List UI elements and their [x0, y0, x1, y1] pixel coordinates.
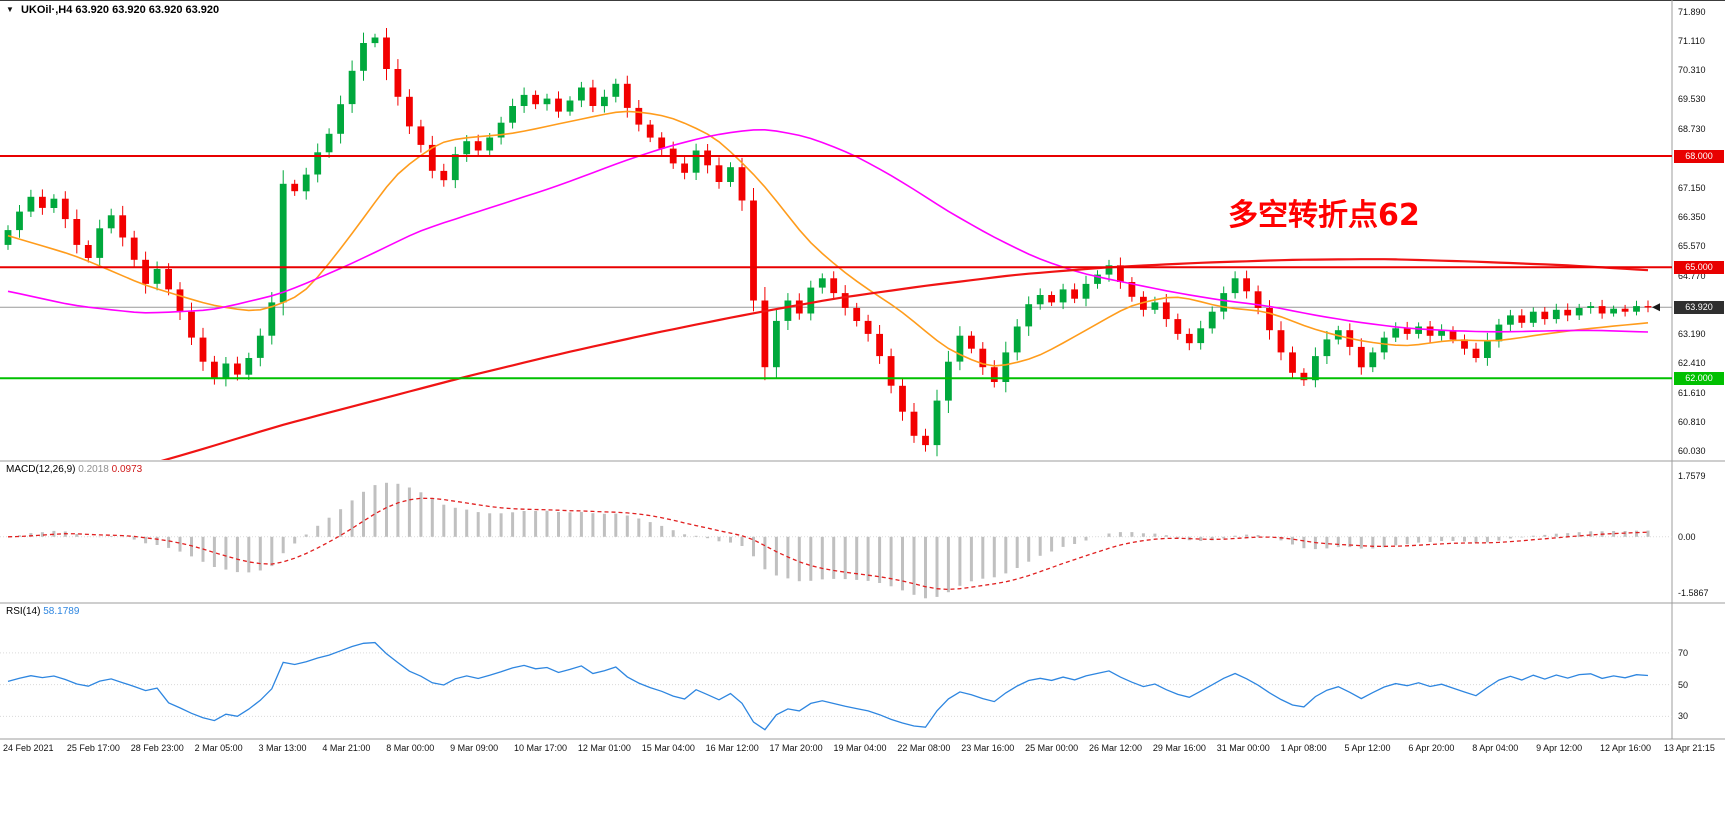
rsi-indicator-label: RSI(14) 58.1789	[6, 606, 79, 617]
annotation-text: 多空转折点62	[1228, 198, 1420, 233]
rsi-value: 58.1789	[43, 606, 80, 617]
collapse-arrow-icon[interactable]: ▼	[6, 5, 14, 14]
macd-signal-value: 0.0973	[111, 464, 143, 475]
rsi-name: RSI(14)	[6, 606, 41, 617]
macd-name: MACD(12,26,9)	[6, 464, 76, 475]
macd-indicator-label: MACD(12,26,9) 0.2018 0.0973	[6, 464, 142, 475]
symbol-timeframe-label: UKOil·,H4	[20, 4, 73, 16]
chart-title: ▼ UKOil·,H4 63.920 63.920 63.920 63.920	[6, 4, 219, 16]
ohlc-readout: 63.920 63.920 63.920 63.920	[75, 4, 220, 16]
macd-main-value: 0.2018	[78, 464, 109, 475]
